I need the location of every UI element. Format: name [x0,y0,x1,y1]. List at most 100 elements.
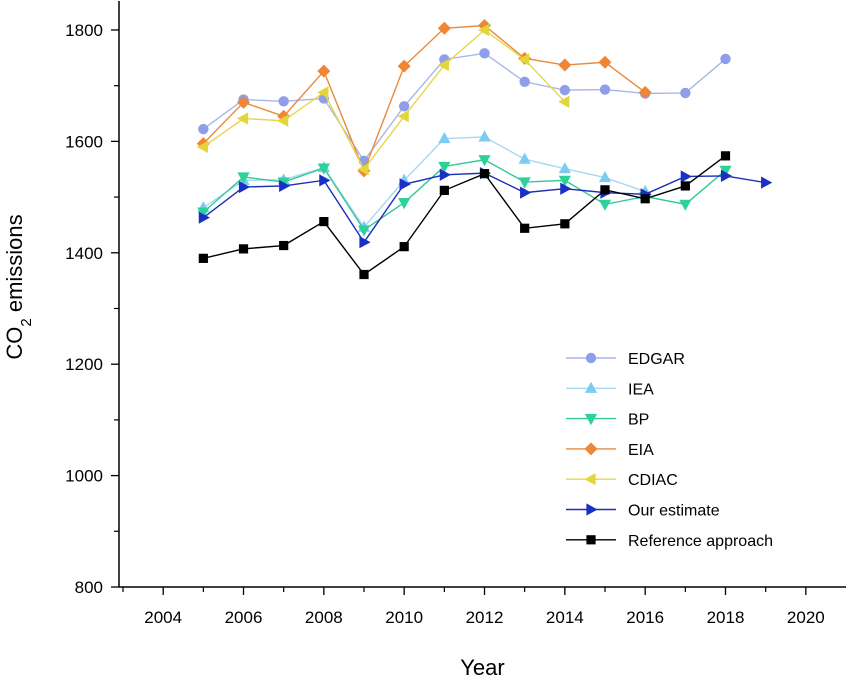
data-point-bp [719,165,732,177]
data-point-eia [638,85,652,99]
y-axis-title-main: CO [2,327,27,360]
axes: 2004 2006 2008 2010 2012 2014 2016 2018 2020 800 1… [65,1,846,627]
data-point-cdiac [518,53,530,66]
x-tick-label: 2008 [305,608,343,627]
legend-marker-our-estimate [586,503,598,516]
legend-marker-reference-approach [586,535,596,545]
data-point-iea [478,130,491,142]
data-point-edgar [479,48,490,59]
legend-item-reference-approach: Reference approach [566,533,773,550]
data-point-reference-approach [359,269,369,280]
series-line-reference-approach [203,155,726,276]
x-tick-label: 2004 [144,608,182,627]
data-point-our-estimate [279,179,291,193]
data-point-iea [518,152,531,164]
x-tick-label: 2010 [385,608,423,627]
x-axis-title: Year [460,655,504,677]
data-point-cdiac [196,140,208,154]
series-line-edgar [202,52,726,163]
data-point-edgar [398,101,410,112]
y-tick-label: 1200 [65,355,103,374]
x-tick-label: 2016 [626,608,664,627]
data-point-bp [478,155,491,167]
series-iea [197,130,652,232]
data-point-edgar [559,84,571,96]
data-point-eia [397,59,411,73]
series-reference-approach [198,151,731,280]
data-point-cdiac [236,112,249,125]
data-point-edgar [519,76,530,87]
legend-item-eia: EIA [566,442,654,459]
data-point-our-estimate [359,236,371,249]
legend-label-our-estimate: Our estimate [628,503,720,520]
data-point-cdiac [477,23,490,37]
data-point-our-estimate [680,170,692,183]
data-point-iea [558,162,571,174]
data-point-our-estimate [439,168,451,181]
y-tick-label: 1000 [65,467,103,486]
x-tick-label: 2012 [466,608,504,627]
legend-item-cdiac: CDIAC [566,472,678,489]
data-point-bp [398,198,411,210]
data-point-our-estimate [520,186,532,199]
data-point-cdiac [397,110,409,123]
y-tick-label: 1400 [65,244,103,263]
legend-label-iea: IEA [628,381,654,398]
data-point-our-estimate [761,176,773,189]
data-point-reference-approach [640,194,650,204]
data-point-iea [598,170,612,183]
legend: EDGAR IEA BP EIA CDIAC Our estimate Reference … [566,351,773,550]
x-tick-label: 2006 [225,608,263,627]
legend-item-our-estimate: Our estimate [566,503,720,520]
legend-marker-iea [584,381,598,393]
data-point-edgar [198,123,209,135]
data-point-reference-approach [520,223,530,233]
x-tick-label: 2020 [787,608,825,627]
data-point-reference-approach [479,169,490,179]
series-eia [196,19,652,178]
data-point-bp [197,207,210,219]
data-point-edgar [599,84,611,95]
data-point-cdiac [317,86,329,99]
data-point-our-estimate [319,174,331,187]
series-edgar [198,48,731,167]
y-axis-title: CO2 emissions [2,214,35,359]
data-point-cdiac [357,163,369,176]
y-tick-label: 1800 [65,21,103,40]
data-point-reference-approach [560,219,570,229]
legend-item-iea: IEA [566,381,654,398]
data-point-bp [679,199,692,211]
data-point-reference-approach [238,244,249,254]
data-point-our-estimate [238,180,251,194]
y-axis-title-rest: emissions [2,214,27,318]
data-point-reference-approach [720,151,731,161]
legend-marker-eia [584,442,598,456]
data-point-eia [237,95,251,109]
data-point-reference-approach [439,185,449,195]
series-layer [196,19,773,280]
data-point-edgar [278,96,289,107]
legend-marker-cdiac [584,473,596,486]
series-bp [197,155,732,237]
data-point-bp [518,177,531,189]
data-point-bp [438,161,451,174]
legend-marker-bp [584,414,598,426]
data-point-edgar [720,53,731,65]
series-line-iea [202,136,646,229]
data-point-our-estimate [198,211,210,224]
legend-label-bp: BP [628,412,649,429]
series-line-eia [202,24,646,173]
data-point-our-estimate [560,182,572,195]
data-point-our-estimate [399,178,411,191]
legend-marker-edgar [585,352,597,364]
data-point-cdiac [437,58,449,72]
legend-label-cdiac: CDIAC [628,472,678,489]
x-tick-label: 2018 [707,608,745,627]
legend-label-reference-approach: Reference approach [628,533,773,550]
data-point-reference-approach [600,185,610,195]
legend-label-eia: EIA [628,442,654,459]
legend-item-edgar: EDGAR [566,351,685,368]
data-point-edgar [680,87,691,99]
data-point-bp [237,172,250,184]
data-point-reference-approach [399,242,409,252]
